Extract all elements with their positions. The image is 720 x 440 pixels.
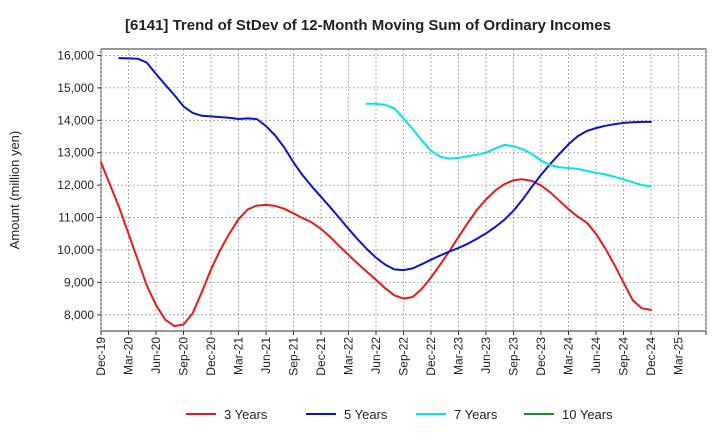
series-line-3-years	[100, 161, 652, 328]
x-tick-label: Jun-23	[479, 337, 493, 374]
series-line-7-years	[365, 102, 652, 188]
y-tick-label: 12,000	[57, 178, 94, 192]
y-axis-ticks: 8,000 9,000 10,000 11,000 12,000 13,000 14,000…	[57, 48, 101, 322]
x-tick-label: Jun-20	[149, 337, 163, 374]
legend-label-7-years: 7 Years	[454, 407, 498, 422]
y-tick-label: 10,000	[57, 243, 94, 257]
y-tick-label: 14,000	[57, 113, 94, 127]
y-tick-label: 15,000	[57, 81, 94, 95]
y-tick-label: 13,000	[57, 146, 94, 160]
x-tick-label: Sep-21	[287, 337, 301, 376]
x-tick-label: Jun-24	[589, 337, 603, 374]
x-tick-label: Sep-24	[617, 337, 631, 376]
x-tick-label: Dec-19	[94, 337, 108, 376]
y-axis-label: Amount (million yen)	[7, 131, 22, 250]
x-tick-label: Sep-23	[507, 337, 521, 376]
x-tick-label: Dec-23	[534, 337, 548, 376]
series-layer	[100, 57, 652, 328]
x-tick-label: Mar-20	[122, 337, 136, 375]
x-tick-label: Dec-20	[204, 337, 218, 376]
series-line-5-years	[118, 57, 652, 272]
x-tick-label: Jun-22	[369, 337, 383, 374]
x-tick-label: Sep-20	[177, 337, 191, 376]
x-tick-label: Mar-24	[562, 337, 576, 375]
y-tick-label: 16,000	[57, 48, 94, 62]
y-tick-label: 11,000	[58, 211, 94, 225]
grid	[100, 49, 707, 331]
x-tick-label: Mar-22	[342, 337, 356, 375]
x-tick-label: Dec-21	[314, 337, 328, 376]
plot-area	[100, 48, 707, 332]
legend-label-5-years: 5 Years	[344, 407, 388, 422]
x-tick-label: Dec-24	[644, 337, 658, 376]
x-axis-ticks: Dec-19 Mar-20 Jun-20 Sep-20 Dec-20 Mar-21 Jun-…	[94, 331, 707, 376]
x-tick-label: Sep-22	[397, 337, 411, 376]
x-tick-label: Mar-23	[452, 337, 466, 375]
legend-label-3-years: 3 Years	[224, 407, 268, 422]
legend-label-10-years: 10 Years	[562, 407, 613, 422]
y-tick-label: 9,000	[64, 275, 94, 289]
x-tick-label: Mar-25	[672, 337, 686, 375]
x-tick-label: Jun-21	[259, 337, 273, 374]
x-tick-label: Dec-22	[424, 337, 438, 376]
y-tick-label: 8,000	[64, 308, 94, 322]
chart-title: [6141] Trend of StDev of 12-Month Moving…	[125, 17, 611, 34]
x-tick-label: Mar-21	[232, 337, 246, 375]
legend: 3 Years 5 Years 7 Years 10 Years	[186, 407, 613, 422]
